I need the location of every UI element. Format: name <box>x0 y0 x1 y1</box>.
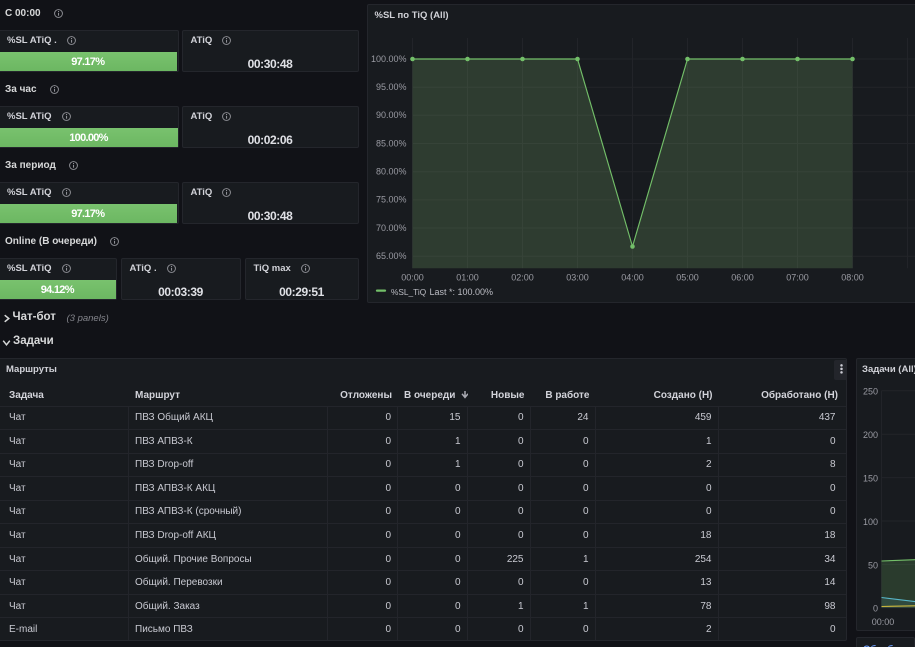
svg-text:250: 250 <box>863 387 878 397</box>
svg-text:95.00%: 95.00% <box>375 82 406 92</box>
svg-text:07:00: 07:00 <box>786 272 809 282</box>
svg-text:150: 150 <box>863 474 878 484</box>
svg-text:80.00%: 80.00% <box>375 166 406 176</box>
svg-text:Last *: 100.00%: Last *: 100.00% <box>429 287 493 297</box>
svg-text:85.00%: 85.00% <box>375 138 406 148</box>
svg-text:100.00%: 100.00% <box>370 53 406 63</box>
svg-text:08:00: 08:00 <box>841 272 864 282</box>
svg-text:00:00: 00:00 <box>401 272 424 282</box>
svg-text:50: 50 <box>868 560 878 570</box>
svg-text:70.00%: 70.00% <box>375 222 406 232</box>
svg-text:90.00%: 90.00% <box>375 110 406 120</box>
svg-text:75.00%: 75.00% <box>375 194 406 204</box>
svg-text:00:00: 00:00 <box>872 617 895 627</box>
svg-text:03:00: 03:00 <box>566 272 589 282</box>
svg-text:200: 200 <box>863 430 878 440</box>
svg-text:0: 0 <box>873 604 878 614</box>
svg-text:05:00: 05:00 <box>676 272 699 282</box>
svg-text:06:00: 06:00 <box>731 272 754 282</box>
svg-text:01:00: 01:00 <box>456 272 479 282</box>
svg-text:04:00: 04:00 <box>621 272 644 282</box>
svg-text:65.00%: 65.00% <box>375 251 406 261</box>
svg-text:100: 100 <box>863 517 878 527</box>
svg-text:%SL_TiQ: %SL_TiQ <box>391 287 427 297</box>
svg-text:02:00: 02:00 <box>511 272 534 282</box>
